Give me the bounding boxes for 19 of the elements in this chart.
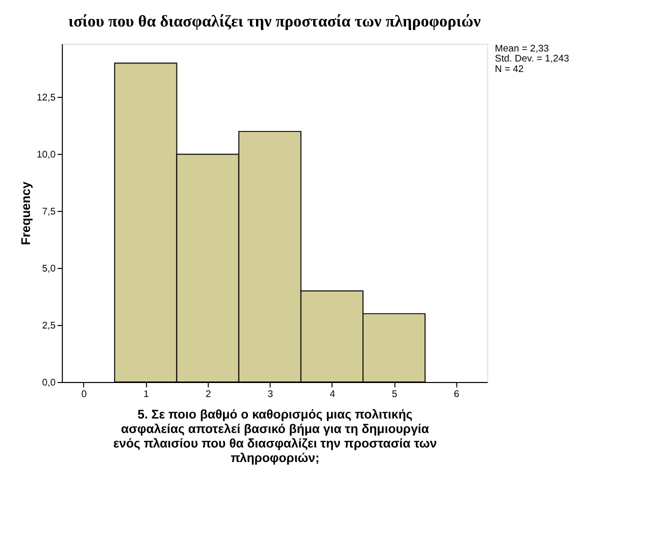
y-tick-label: 2,5 bbox=[42, 320, 56, 332]
x-axis-title: 5. Σε ποιο βαθμό ο καθορισμός μιας πολιτικής ασφαλείας αποτελεί βασικό βήμα για τη δημιουργία ενός πλαισίου που θα διασφαλίζει την προστασία των πληροφοριών; bbox=[113, 407, 437, 465]
y-axis-title: Frequency bbox=[19, 182, 33, 246]
x-tick-label: 1 bbox=[143, 389, 149, 400]
y-tick-label: 10,0 bbox=[36, 150, 56, 161]
x-tick-label: 6 bbox=[454, 389, 460, 400]
y-tick-label: 12,5 bbox=[36, 92, 56, 104]
y-tick-label: 0,0 bbox=[42, 377, 56, 388]
text: Std. Dev. = 1,243 bbox=[494, 54, 570, 65]
y-tick-label: 7,5 bbox=[42, 206, 56, 218]
x-tick-label: 2 bbox=[206, 389, 211, 400]
x-tick-label: 4 bbox=[330, 389, 336, 400]
text: Mean = 2,33 bbox=[494, 43, 549, 54]
x-tick-label: 5 bbox=[392, 389, 398, 400]
chart-title: ισίου που θα διασφαλίζει την προστασία των πληροφοριών bbox=[68, 11, 482, 30]
y-tick-label: 5,0 bbox=[42, 264, 56, 275]
x-tick-label: 3 bbox=[268, 389, 274, 400]
text: N = 42 bbox=[494, 64, 524, 75]
x-tick-label: 0 bbox=[81, 389, 87, 400]
